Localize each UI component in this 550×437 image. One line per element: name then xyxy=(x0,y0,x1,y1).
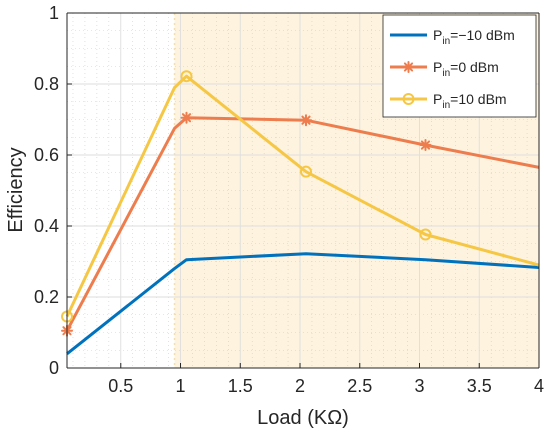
series-line-0 xyxy=(66,252,540,355)
x-tick-label: 4 xyxy=(534,376,544,396)
series-1-marker xyxy=(299,114,312,127)
series-1-marker xyxy=(419,139,432,152)
marker-stroke xyxy=(181,113,192,123)
legend-label-0: Pin=−10 dBm xyxy=(433,27,515,47)
x-axis-title: Load (KΩ) xyxy=(257,407,349,429)
y-tick-label: 0 xyxy=(49,358,59,378)
legend-label-rest: =−10 dBm xyxy=(450,27,515,43)
legend-label-main: P xyxy=(433,59,442,75)
x-tick-label: 1 xyxy=(176,376,186,396)
legend-marker-2 xyxy=(402,93,415,105)
x-tick-label: 0.5 xyxy=(108,376,133,396)
x-tick-label: 3.5 xyxy=(467,376,492,396)
series-2-marker xyxy=(180,70,193,83)
marker-stroke xyxy=(403,62,414,72)
legend-label-rest: =0 dBm xyxy=(450,59,499,75)
x-tick-label: 2 xyxy=(295,376,305,396)
marker-stroke xyxy=(301,115,311,125)
legend-label-1: Pin=0 dBm xyxy=(433,59,499,79)
series-1-marker xyxy=(180,111,193,124)
legend-label-rest: =10 dBm xyxy=(450,91,506,107)
x-tick-label: 3 xyxy=(414,376,424,396)
y-tick-label: 0.8 xyxy=(34,74,59,94)
legend-label-subscript: in xyxy=(442,36,450,47)
legend-marker-1 xyxy=(402,61,415,73)
series-line-1 xyxy=(65,116,540,332)
series-2-marker xyxy=(419,228,432,241)
y-tick-label: 0.4 xyxy=(34,216,59,236)
legend-label-2: Pin=10 dBm xyxy=(433,91,507,111)
y-tick-label: 0.2 xyxy=(34,287,59,307)
legend-label-main: P xyxy=(433,27,442,43)
legend-label-subscript: in xyxy=(442,68,450,79)
marker-stroke xyxy=(420,140,431,150)
y-axis-title: Efficiency xyxy=(5,147,27,232)
x-tick-label: 2.5 xyxy=(347,376,372,396)
y-tick-label: 1 xyxy=(49,3,59,23)
y-tick-label: 0.6 xyxy=(34,145,59,165)
x-tick-label: 1.5 xyxy=(228,376,253,396)
series-line-2 xyxy=(65,74,540,318)
series-2-marker xyxy=(299,165,312,178)
legend-label-main: P xyxy=(433,91,442,107)
legend-label-subscript: in xyxy=(442,100,450,111)
